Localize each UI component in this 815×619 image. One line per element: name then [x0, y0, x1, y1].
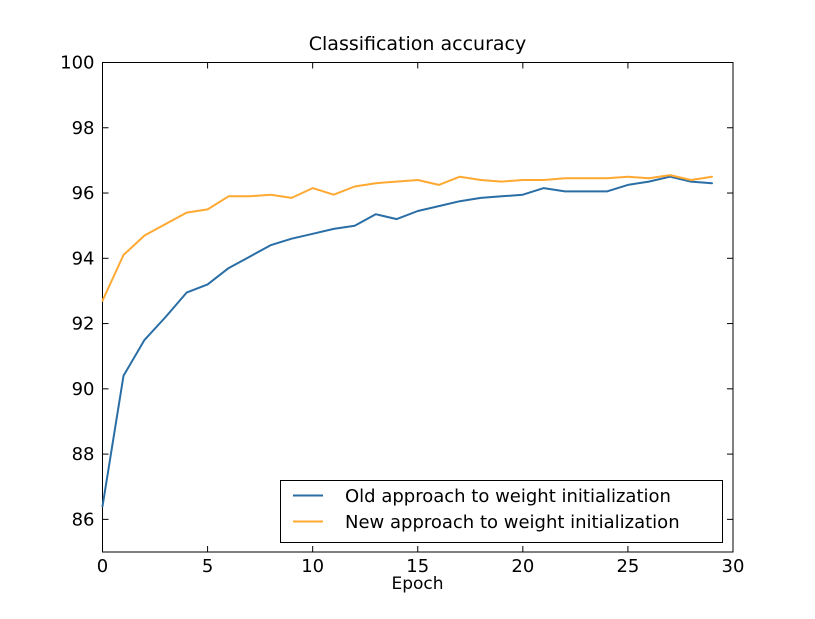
- x-tick-label: 10: [301, 556, 324, 577]
- legend-label-old-approach: Old approach to weight initialization: [345, 486, 671, 507]
- legend-label-new-approach: New approach to weight initialization: [345, 512, 680, 533]
- x-tick-label: 20: [511, 556, 534, 577]
- series-line-0: [101, 175, 713, 508]
- series-lines: [101, 174, 713, 508]
- x-tick-label: 5: [202, 556, 213, 577]
- y-tick-label: 92: [72, 314, 95, 335]
- y-tick-label: 98: [72, 118, 95, 139]
- y-tick-label: 86: [72, 509, 95, 530]
- y-tick-label: 90: [72, 379, 95, 400]
- y-tick-label: 96: [72, 183, 95, 204]
- y-tick-label: 88: [72, 444, 95, 465]
- x-tick-label: 30: [722, 556, 745, 577]
- y-tick-label: 100: [60, 53, 94, 74]
- series-line-1: [101, 174, 713, 302]
- x-axis-label: Epoch: [391, 574, 443, 594]
- x-tick-label: 15: [406, 556, 429, 577]
- axis-tick-labels: 0 5 10 15 20 25 30 86 88 90 92 94 96 98 100: [60, 53, 744, 578]
- legend: Old approach to weight initialization Ne…: [280, 480, 723, 543]
- plot-area-border: [102, 62, 734, 553]
- y-tick-label: 94: [72, 248, 95, 269]
- x-tick-label: 0: [97, 556, 108, 577]
- axis-ticks: [102, 62, 734, 552]
- chart-title: Classification accuracy: [309, 33, 526, 55]
- x-tick-label: 25: [616, 556, 639, 577]
- legend-border: [280, 480, 723, 543]
